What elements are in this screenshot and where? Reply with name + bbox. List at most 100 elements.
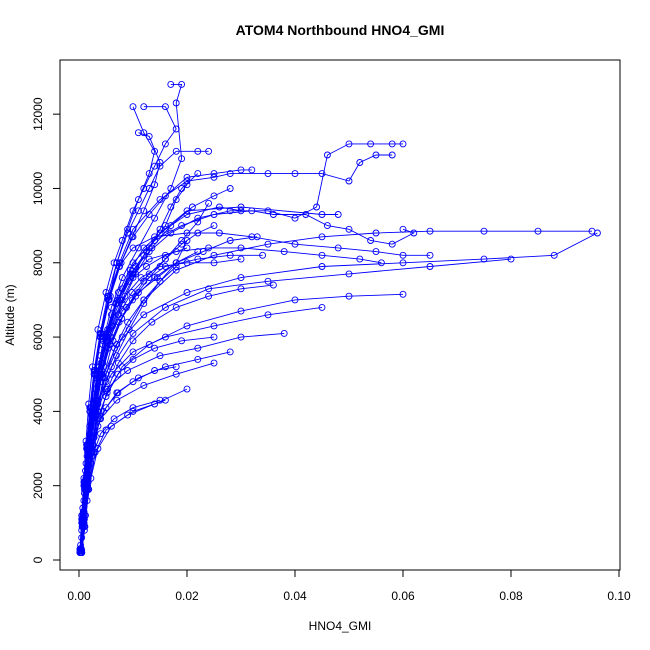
data-point bbox=[137, 274, 145, 282]
data-point bbox=[113, 259, 121, 267]
data-point bbox=[410, 229, 418, 237]
data-point bbox=[426, 263, 434, 270]
data-point bbox=[318, 233, 326, 241]
x-tick-label: 0.02 bbox=[175, 589, 199, 603]
data-point bbox=[248, 166, 256, 174]
data-point bbox=[128, 289, 136, 296]
data-point bbox=[237, 166, 245, 174]
data-point bbox=[118, 300, 126, 308]
data-point bbox=[248, 207, 256, 215]
data-point bbox=[480, 255, 488, 263]
data-point bbox=[145, 341, 153, 348]
data-point bbox=[183, 322, 191, 330]
data-point bbox=[172, 196, 180, 204]
series-line bbox=[80, 132, 161, 553]
y-axis: 0 2000 4000 6000 8000 10000 12000 bbox=[31, 97, 61, 563]
y-tick-label: 10000 bbox=[31, 171, 45, 205]
data-point bbox=[399, 251, 407, 259]
data-point bbox=[291, 170, 299, 178]
data-point bbox=[264, 240, 272, 248]
data-point bbox=[88, 448, 96, 456]
data-point bbox=[318, 303, 326, 311]
data-point bbox=[377, 259, 385, 267]
x-axis: 0.00 0.02 0.04 0.06 0.08 0.10 bbox=[67, 569, 631, 603]
data-point bbox=[172, 266, 180, 274]
data-point bbox=[194, 344, 202, 352]
data-point bbox=[86, 404, 94, 412]
series-35 bbox=[77, 233, 261, 555]
data-point bbox=[167, 80, 175, 88]
data-point bbox=[172, 125, 180, 133]
data-point bbox=[134, 374, 142, 382]
data-point bbox=[226, 348, 234, 356]
data-point bbox=[345, 225, 353, 233]
data-point bbox=[156, 159, 164, 166]
data-point bbox=[183, 181, 191, 189]
data-point bbox=[334, 244, 342, 252]
data-point bbox=[205, 147, 213, 155]
series-line bbox=[80, 150, 209, 553]
series-line bbox=[79, 154, 393, 553]
data-point bbox=[151, 214, 159, 222]
data-point bbox=[167, 222, 175, 230]
data-point bbox=[210, 173, 218, 181]
series-line bbox=[81, 284, 274, 553]
data-point bbox=[118, 315, 126, 322]
data-point bbox=[199, 248, 207, 256]
data-point bbox=[356, 255, 364, 263]
data-point bbox=[215, 229, 223, 237]
x-tick-label: 0.04 bbox=[283, 589, 307, 603]
data-point bbox=[291, 296, 299, 304]
data-point bbox=[167, 203, 175, 211]
data-point bbox=[143, 263, 150, 270]
data-point bbox=[183, 173, 191, 181]
data-point bbox=[264, 170, 272, 178]
data-point bbox=[388, 151, 396, 159]
data-point bbox=[161, 255, 169, 263]
data-point bbox=[145, 170, 153, 178]
data-point bbox=[129, 407, 137, 415]
data-point bbox=[172, 147, 180, 155]
data-point bbox=[178, 185, 186, 192]
data-point bbox=[237, 255, 245, 263]
x-tick-label: 0.00 bbox=[67, 589, 91, 603]
data-point bbox=[124, 411, 132, 419]
data-point bbox=[145, 185, 153, 192]
data-point bbox=[116, 296, 124, 304]
data-point bbox=[114, 389, 122, 397]
y-axis-label: Altitude (m) bbox=[3, 284, 17, 345]
data-point bbox=[151, 274, 159, 282]
data-point bbox=[367, 237, 375, 244]
data-point bbox=[183, 244, 191, 252]
data-point bbox=[593, 229, 601, 237]
data-point bbox=[178, 155, 186, 163]
data-point bbox=[318, 170, 326, 178]
data-point bbox=[161, 103, 169, 111]
data-point bbox=[183, 207, 191, 215]
x-tick-label: 0.08 bbox=[499, 589, 523, 603]
data-point bbox=[107, 422, 115, 430]
data-point bbox=[83, 485, 91, 493]
data-point bbox=[226, 207, 234, 215]
data-point bbox=[183, 229, 191, 237]
series-14 bbox=[77, 80, 186, 557]
data-point bbox=[334, 211, 342, 218]
data-point bbox=[269, 281, 277, 289]
data-point bbox=[210, 192, 218, 200]
data-point bbox=[426, 251, 434, 259]
data-point bbox=[97, 333, 105, 341]
data-point bbox=[178, 222, 186, 230]
data-point bbox=[226, 251, 234, 259]
data-point bbox=[194, 255, 202, 263]
data-point bbox=[132, 270, 140, 278]
data-point bbox=[399, 225, 407, 233]
series-4 bbox=[78, 290, 407, 557]
series-39 bbox=[76, 396, 164, 555]
series-19 bbox=[77, 207, 418, 553]
series-line bbox=[79, 106, 177, 549]
data-point bbox=[140, 381, 148, 389]
chart-title: ATOM4 Northbound HNO4_GMI bbox=[236, 22, 445, 38]
series-line bbox=[80, 83, 183, 553]
series-line bbox=[79, 332, 285, 553]
